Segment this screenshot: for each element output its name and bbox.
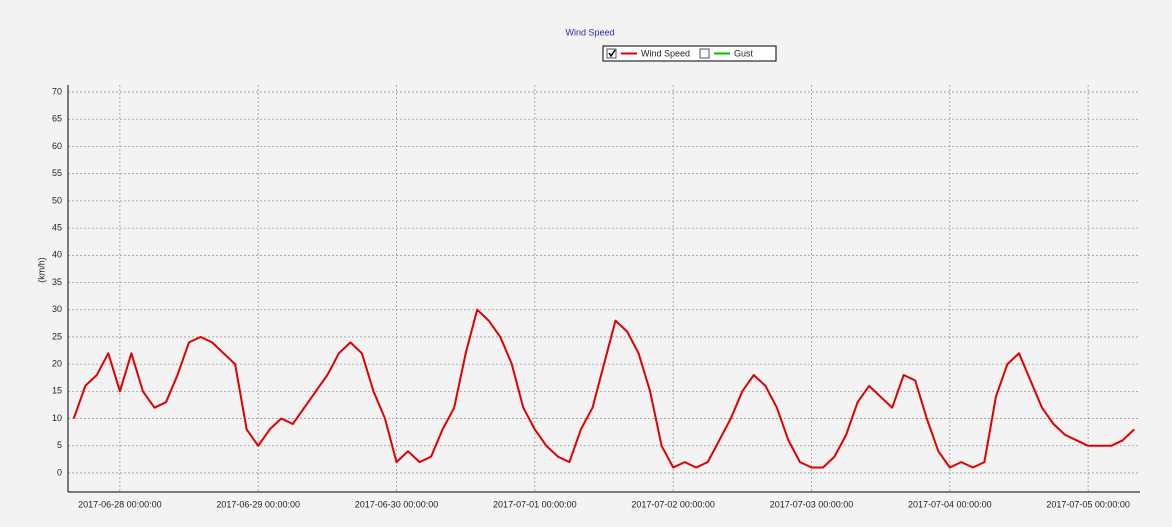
y-tick-label: 5 — [57, 440, 62, 450]
legend-checkbox[interactable] — [699, 48, 710, 59]
y-tick-label: 15 — [52, 386, 62, 396]
y-tick-label: 55 — [52, 168, 62, 178]
legend-label: Gust — [734, 48, 754, 58]
y-tick-label: 30 — [52, 304, 62, 314]
y-tick-label: 10 — [52, 413, 62, 423]
x-tick-label: 2017-06-30 00:00:00 — [355, 499, 439, 509]
y-tick-label: 45 — [52, 222, 62, 232]
x-tick-label: 2017-06-29 00:00:00 — [216, 499, 300, 509]
x-tick-label: 2017-07-04 00:00:00 — [908, 499, 992, 509]
x-tick-label: 2017-07-01 00:00:00 — [493, 499, 577, 509]
legend-checkbox[interactable] — [606, 48, 617, 59]
y-tick-label: 0 — [57, 467, 62, 477]
legend-box — [602, 45, 777, 62]
data-line — [72, 308, 1135, 469]
x-tick-label: 2017-07-05 00:00:00 — [1046, 499, 1130, 509]
y-tick-label: 35 — [52, 277, 62, 287]
y-tick-label: 60 — [52, 141, 62, 151]
y-tick-label: 50 — [52, 195, 62, 205]
y-tick-label: 65 — [52, 114, 62, 124]
chart-title: Wind Speed — [565, 27, 614, 37]
x-tick-label: 2017-07-03 00:00:00 — [770, 499, 854, 509]
x-tick-label: 2017-07-02 00:00:00 — [631, 499, 715, 509]
legend-label: Wind Speed — [641, 48, 690, 58]
y-tick-label: 40 — [52, 250, 62, 260]
y-tick-label: 20 — [52, 359, 62, 369]
legend-check — [608, 49, 616, 58]
x-tick-label: 2017-06-28 00:00:00 — [78, 499, 162, 509]
y-tick-label: 70 — [52, 86, 62, 96]
y-tick-label: 25 — [52, 331, 62, 341]
y-axis-label: (km/h) — [36, 257, 46, 283]
